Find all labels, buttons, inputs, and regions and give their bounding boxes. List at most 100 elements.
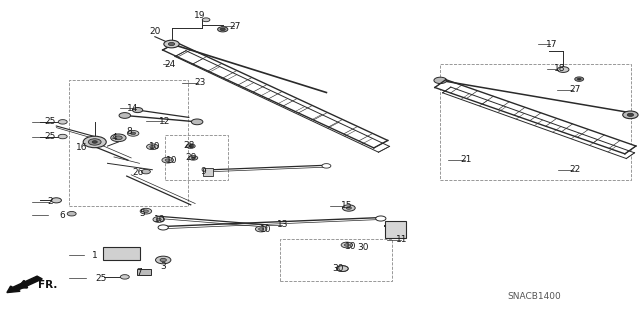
Bar <box>280 239 392 281</box>
Circle shape <box>153 217 164 222</box>
Text: 26: 26 <box>132 168 143 177</box>
Circle shape <box>186 144 195 148</box>
Text: 21: 21 <box>460 155 472 164</box>
Text: 4: 4 <box>111 133 116 142</box>
Circle shape <box>322 164 331 168</box>
Circle shape <box>119 113 131 118</box>
Circle shape <box>337 266 348 271</box>
Circle shape <box>623 111 638 119</box>
Circle shape <box>141 169 150 174</box>
Circle shape <box>259 228 264 230</box>
Circle shape <box>115 136 122 140</box>
Circle shape <box>51 198 61 203</box>
Circle shape <box>165 159 170 161</box>
Text: 27: 27 <box>230 22 241 31</box>
Text: 19: 19 <box>194 11 205 20</box>
Bar <box>103 247 140 260</box>
Circle shape <box>337 266 348 271</box>
Text: 30: 30 <box>332 264 344 273</box>
Text: 24: 24 <box>164 60 175 69</box>
Circle shape <box>340 267 345 270</box>
Text: 8: 8 <box>127 127 132 136</box>
Bar <box>440 64 631 180</box>
Circle shape <box>88 139 101 145</box>
Text: SNACB1400: SNACB1400 <box>508 292 561 300</box>
Circle shape <box>164 40 179 48</box>
Circle shape <box>120 275 129 279</box>
Text: 10: 10 <box>166 156 177 165</box>
Circle shape <box>627 113 634 116</box>
Circle shape <box>344 244 349 246</box>
Circle shape <box>189 156 198 160</box>
Circle shape <box>143 210 148 212</box>
Circle shape <box>342 205 355 211</box>
Text: 5: 5 <box>140 209 145 218</box>
Circle shape <box>220 28 225 31</box>
Circle shape <box>156 256 171 264</box>
Circle shape <box>83 136 106 148</box>
Circle shape <box>218 27 228 32</box>
Circle shape <box>58 120 67 124</box>
Text: FR.: FR. <box>38 279 58 290</box>
Text: 10: 10 <box>149 142 161 151</box>
Circle shape <box>191 119 203 125</box>
Text: 10: 10 <box>345 242 356 251</box>
Circle shape <box>557 67 569 72</box>
Circle shape <box>162 157 173 163</box>
Circle shape <box>189 145 193 147</box>
Text: 6: 6 <box>60 211 65 220</box>
Circle shape <box>255 226 267 232</box>
Bar <box>165 135 228 180</box>
Circle shape <box>92 141 97 143</box>
FancyArrow shape <box>7 276 42 293</box>
Circle shape <box>202 18 210 22</box>
Text: 15: 15 <box>341 201 353 210</box>
Text: 23: 23 <box>194 78 205 87</box>
Circle shape <box>341 242 353 248</box>
Circle shape <box>131 132 136 135</box>
Text: 2: 2 <box>47 197 52 206</box>
Text: 27: 27 <box>569 85 580 94</box>
Circle shape <box>346 207 351 209</box>
Circle shape <box>376 216 386 221</box>
Text: 10: 10 <box>260 225 271 234</box>
Text: 30: 30 <box>358 243 369 252</box>
Text: 14: 14 <box>127 104 139 113</box>
Text: 9: 9 <box>201 167 206 176</box>
Bar <box>204 168 212 175</box>
Circle shape <box>434 77 447 84</box>
Text: 22: 22 <box>569 165 580 174</box>
Circle shape <box>158 225 168 230</box>
Polygon shape <box>443 87 634 159</box>
Text: 7: 7 <box>137 268 142 277</box>
Circle shape <box>191 157 195 159</box>
Bar <box>137 269 151 275</box>
Polygon shape <box>435 80 636 154</box>
Circle shape <box>168 42 175 46</box>
Circle shape <box>156 218 161 221</box>
Text: 18: 18 <box>554 64 566 73</box>
Text: 3: 3 <box>161 262 166 271</box>
Polygon shape <box>163 42 388 148</box>
Circle shape <box>111 134 126 142</box>
Text: 25: 25 <box>44 132 56 141</box>
Circle shape <box>160 258 166 262</box>
Circle shape <box>150 145 155 148</box>
Circle shape <box>577 78 581 80</box>
Text: 28: 28 <box>183 141 195 150</box>
Polygon shape <box>175 51 390 152</box>
Text: 17: 17 <box>546 40 557 48</box>
Circle shape <box>132 108 143 113</box>
Circle shape <box>147 144 158 150</box>
Circle shape <box>140 208 152 214</box>
Text: 12: 12 <box>159 117 171 126</box>
Circle shape <box>127 130 139 136</box>
Text: 11: 11 <box>396 235 408 244</box>
Text: 10: 10 <box>154 215 166 224</box>
Text: 13: 13 <box>277 220 289 229</box>
Bar <box>385 221 406 238</box>
Text: 25: 25 <box>95 274 107 283</box>
Text: 25: 25 <box>44 117 56 126</box>
Text: 29: 29 <box>185 153 196 162</box>
Circle shape <box>67 211 76 216</box>
